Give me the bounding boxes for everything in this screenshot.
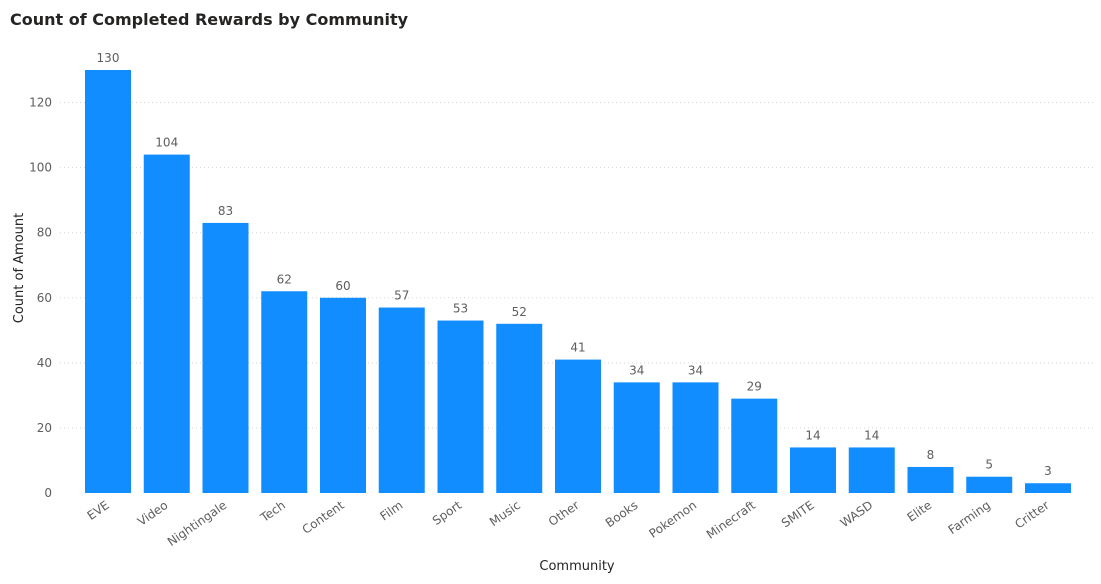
- data-label-sport: 53: [453, 302, 468, 316]
- x-tick-label-other: Other: [546, 498, 582, 529]
- y-tick-label: 80: [37, 226, 52, 240]
- x-tick-label-farming: Farming: [946, 498, 993, 537]
- bar-books[interactable]: [613, 382, 660, 493]
- x-tick-label-critter: Critter: [1012, 498, 1052, 532]
- bar-elite[interactable]: [907, 466, 954, 493]
- bar-music[interactable]: [496, 323, 543, 493]
- y-tick-label: 60: [37, 291, 52, 305]
- bar-film[interactable]: [378, 307, 425, 493]
- bar-tech[interactable]: [261, 291, 308, 493]
- bar-wasd[interactable]: [848, 447, 895, 493]
- data-label-books: 34: [629, 363, 644, 377]
- data-label-wasd: 14: [864, 428, 879, 442]
- x-tick-label-pokemon: Pokemon: [646, 498, 699, 541]
- y-tick-label: 40: [37, 356, 52, 370]
- bar-farming[interactable]: [966, 476, 1013, 493]
- x-tick-label-elite: Elite: [905, 498, 935, 525]
- bars: [85, 70, 1071, 493]
- bar-critter[interactable]: [1025, 483, 1071, 493]
- x-tick-label-books: Books: [603, 498, 641, 530]
- x-tick-label-film: Film: [377, 498, 405, 523]
- bar-nightingale[interactable]: [202, 222, 249, 493]
- y-tick-label: 0: [44, 486, 52, 500]
- data-label-eve: 130: [97, 51, 120, 65]
- data-label-critter: 3: [1044, 464, 1052, 478]
- data-label-minecraft: 29: [747, 380, 762, 394]
- x-tick-label-minecraft: Minecraft: [704, 498, 758, 542]
- data-label-tech: 62: [277, 272, 292, 286]
- y-tick-label: 120: [29, 96, 52, 110]
- data-label-video: 104: [155, 136, 178, 150]
- data-label-pokemon: 34: [688, 363, 703, 377]
- bar-sport[interactable]: [437, 320, 484, 493]
- data-label-other: 41: [570, 341, 585, 355]
- x-tick-label-content: Content: [300, 498, 347, 537]
- data-label-farming: 5: [985, 458, 993, 472]
- y-tick-label: 20: [37, 421, 52, 435]
- chart-title: Count of Completed Rewards by Community: [10, 10, 409, 29]
- x-axis-title: Community: [539, 559, 615, 574]
- data-label-film: 57: [394, 289, 409, 303]
- x-tick-label-music: Music: [487, 498, 523, 529]
- bar-eve[interactable]: [85, 70, 131, 493]
- y-tick-label: 100: [29, 161, 52, 175]
- data-label-smite: 14: [805, 428, 820, 442]
- bar-pokemon[interactable]: [672, 382, 719, 493]
- x-tick-label-smite: SMITE: [779, 498, 817, 530]
- y-axis-title: Count of Amount: [12, 213, 27, 324]
- x-tick-label-video: Video: [135, 498, 171, 529]
- bar-minecraft[interactable]: [731, 398, 778, 493]
- data-label-elite: 8: [927, 448, 935, 462]
- bar-content[interactable]: [320, 297, 366, 493]
- bar-video[interactable]: [143, 154, 190, 493]
- y-axis-ticks: 0 20 40 60 80 100 120: [29, 96, 52, 500]
- bar-other[interactable]: [555, 359, 601, 493]
- x-tick-label-wasd: WASD: [838, 498, 876, 530]
- x-tick-label-nightingale: Nightingale: [165, 498, 229, 549]
- bar-smite[interactable]: [790, 447, 836, 493]
- x-tick-label-tech: Tech: [257, 498, 288, 525]
- data-label-music: 52: [512, 305, 527, 319]
- data-label-nightingale: 83: [218, 204, 233, 218]
- x-tick-label-sport: Sport: [430, 498, 465, 528]
- data-label-content: 60: [335, 279, 350, 293]
- x-tick-label-eve: EVE: [85, 498, 112, 523]
